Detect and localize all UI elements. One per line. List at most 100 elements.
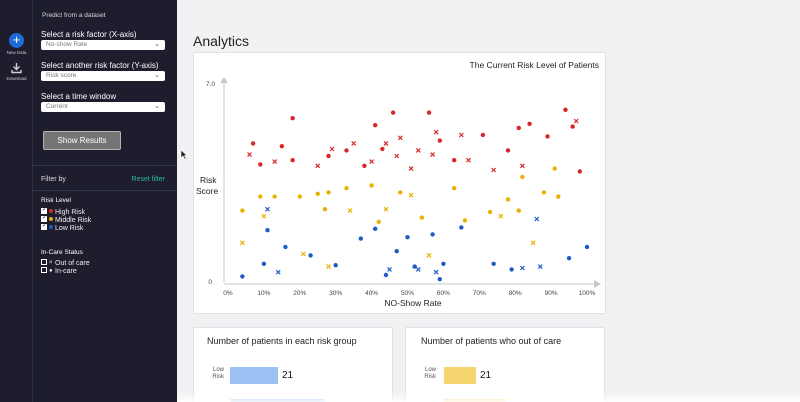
filter-in-care[interactable]: ● In-care — [41, 267, 77, 275]
middle-risk-in-care-point[interactable] — [451, 186, 457, 191]
high-risk-in-care-point[interactable] — [390, 110, 396, 115]
low-risk-in-care-point[interactable] — [437, 277, 443, 282]
low-risk-out-of-care-point[interactable] — [415, 266, 421, 272]
low-risk-out-of-care-point[interactable] — [537, 264, 543, 270]
middle-risk-out-of-care-point[interactable] — [347, 208, 353, 214]
middle-risk-in-care-point[interactable] — [462, 218, 468, 223]
high-risk-out-of-care-point[interactable] — [394, 153, 400, 159]
high-risk-out-of-care-point[interactable] — [430, 152, 436, 158]
low-risk-in-care-point[interactable] — [308, 253, 313, 258]
filter-middle-risk[interactable]: Middle Risk — [41, 214, 91, 225]
time-window-select[interactable]: Current ⌄ — [41, 102, 165, 112]
high-risk-out-of-care-point[interactable] — [466, 157, 471, 163]
high-risk-out-of-care-point[interactable] — [329, 146, 335, 152]
high-risk-in-care-point[interactable] — [527, 121, 532, 127]
middle-risk-in-care-point[interactable] — [240, 208, 245, 213]
high-risk-out-of-care-point[interactable] — [369, 159, 375, 165]
middle-risk-out-of-care-point[interactable] — [300, 251, 306, 257]
middle-risk-in-care-point[interactable] — [541, 190, 547, 195]
middle-risk-in-care-point[interactable] — [505, 197, 511, 202]
high-risk-in-care-point[interactable] — [258, 162, 263, 167]
high-risk-in-care-point[interactable] — [545, 134, 550, 139]
high-risk-in-care-point[interactable] — [451, 158, 457, 163]
checkbox[interactable] — [41, 259, 47, 265]
low-risk-in-care-point[interactable] — [283, 244, 288, 250]
checkbox[interactable] — [41, 267, 47, 273]
low-risk-in-care-point[interactable] — [430, 232, 435, 237]
high-risk-out-of-care-point[interactable] — [491, 167, 497, 173]
high-risk-in-care-point[interactable] — [577, 169, 583, 174]
high-risk-in-care-point[interactable] — [279, 144, 285, 149]
high-risk-in-care-point[interactable] — [250, 141, 256, 146]
middle-risk-in-care-point[interactable] — [552, 166, 557, 171]
high-risk-in-care-point[interactable] — [362, 163, 367, 168]
low-risk-in-care-point[interactable] — [412, 264, 417, 269]
middle-risk-in-care-point[interactable] — [419, 215, 425, 220]
filter-low-risk[interactable]: Low Risk — [41, 222, 83, 233]
middle-risk-out-of-care-point[interactable] — [498, 213, 504, 219]
low-risk-in-care-point[interactable] — [441, 261, 446, 266]
reset-filter-link[interactable]: Reset filter — [131, 176, 165, 183]
middle-risk-in-care-point[interactable] — [315, 191, 320, 196]
low-risk-out-of-care-point[interactable] — [265, 206, 270, 212]
low-risk-out-of-care-point[interactable] — [433, 269, 439, 275]
high-risk-in-care-point[interactable] — [480, 132, 486, 138]
high-risk-out-of-care-point[interactable] — [573, 118, 579, 124]
high-risk-out-of-care-point[interactable] — [415, 147, 421, 153]
middle-risk-in-care-point[interactable] — [326, 190, 331, 195]
middle-risk-in-care-point[interactable] — [520, 174, 525, 180]
high-risk-out-of-care-point[interactable] — [433, 129, 439, 135]
low-risk-in-care-point[interactable] — [394, 249, 399, 254]
high-risk-out-of-care-point[interactable] — [351, 140, 357, 146]
high-risk-in-care-point[interactable] — [570, 124, 575, 129]
middle-risk-in-care-point[interactable] — [487, 209, 493, 215]
checkbox-checked[interactable] — [41, 222, 47, 231]
middle-risk-in-care-point[interactable] — [376, 219, 381, 224]
low-risk-in-care-point[interactable] — [358, 236, 364, 241]
high-risk-in-care-point[interactable] — [344, 148, 349, 153]
middle-risk-in-care-point[interactable] — [322, 207, 328, 212]
middle-risk-in-care-point[interactable] — [398, 190, 403, 195]
low-risk-out-of-care-point[interactable] — [387, 266, 392, 272]
high-risk-in-care-point[interactable] — [563, 107, 568, 112]
middle-risk-in-care-point[interactable] — [272, 194, 277, 199]
middle-risk-out-of-care-point[interactable] — [261, 213, 267, 219]
middle-risk-out-of-care-point[interactable] — [426, 252, 432, 258]
middle-risk-out-of-care-point[interactable] — [408, 192, 414, 198]
high-risk-out-of-care-point[interactable] — [315, 163, 321, 169]
middle-risk-out-of-care-point[interactable] — [239, 240, 245, 246]
high-risk-in-care-point[interactable] — [372, 123, 378, 128]
low-risk-out-of-care-point[interactable] — [534, 216, 540, 222]
low-risk-in-care-point[interactable] — [265, 228, 270, 233]
middle-risk-out-of-care-point[interactable] — [383, 206, 389, 212]
low-risk-in-care-point[interactable] — [383, 272, 389, 278]
low-risk-out-of-care-point[interactable] — [519, 265, 525, 271]
high-risk-in-care-point[interactable] — [290, 116, 295, 121]
high-risk-in-care-point[interactable] — [380, 146, 385, 152]
low-risk-in-care-point[interactable] — [459, 225, 464, 230]
high-risk-out-of-care-point[interactable] — [247, 152, 252, 158]
middle-risk-out-of-care-point[interactable] — [326, 264, 331, 270]
middle-risk-in-care-point[interactable] — [369, 183, 374, 188]
high-risk-out-of-care-point[interactable] — [383, 140, 389, 146]
download-button[interactable]: Download — [0, 62, 33, 81]
middle-risk-in-care-point[interactable] — [344, 186, 349, 191]
low-risk-in-care-point[interactable] — [372, 226, 378, 231]
high-risk-out-of-care-point[interactable] — [458, 132, 464, 138]
high-risk-in-care-point[interactable] — [326, 153, 331, 159]
high-risk-in-care-point[interactable] — [505, 148, 511, 153]
low-risk-in-care-point[interactable] — [566, 256, 572, 261]
high-risk-in-care-point[interactable] — [516, 125, 521, 131]
low-risk-in-care-point[interactable] — [584, 244, 590, 250]
high-risk-in-care-point[interactable] — [437, 138, 443, 143]
new-data-button[interactable]: + New Data — [0, 33, 33, 56]
low-risk-in-care-point[interactable] — [261, 261, 267, 266]
middle-risk-out-of-care-point[interactable] — [530, 240, 536, 246]
low-risk-out-of-care-point[interactable] — [275, 269, 281, 275]
middle-risk-in-care-point[interactable] — [516, 208, 521, 213]
low-risk-in-care-point[interactable] — [240, 274, 245, 279]
show-results-button[interactable]: Show Results — [43, 131, 121, 150]
low-risk-in-care-point[interactable] — [333, 263, 338, 268]
low-risk-in-care-point[interactable] — [491, 261, 496, 266]
y-axis-select[interactable]: Risk score ⌄ — [41, 71, 165, 81]
